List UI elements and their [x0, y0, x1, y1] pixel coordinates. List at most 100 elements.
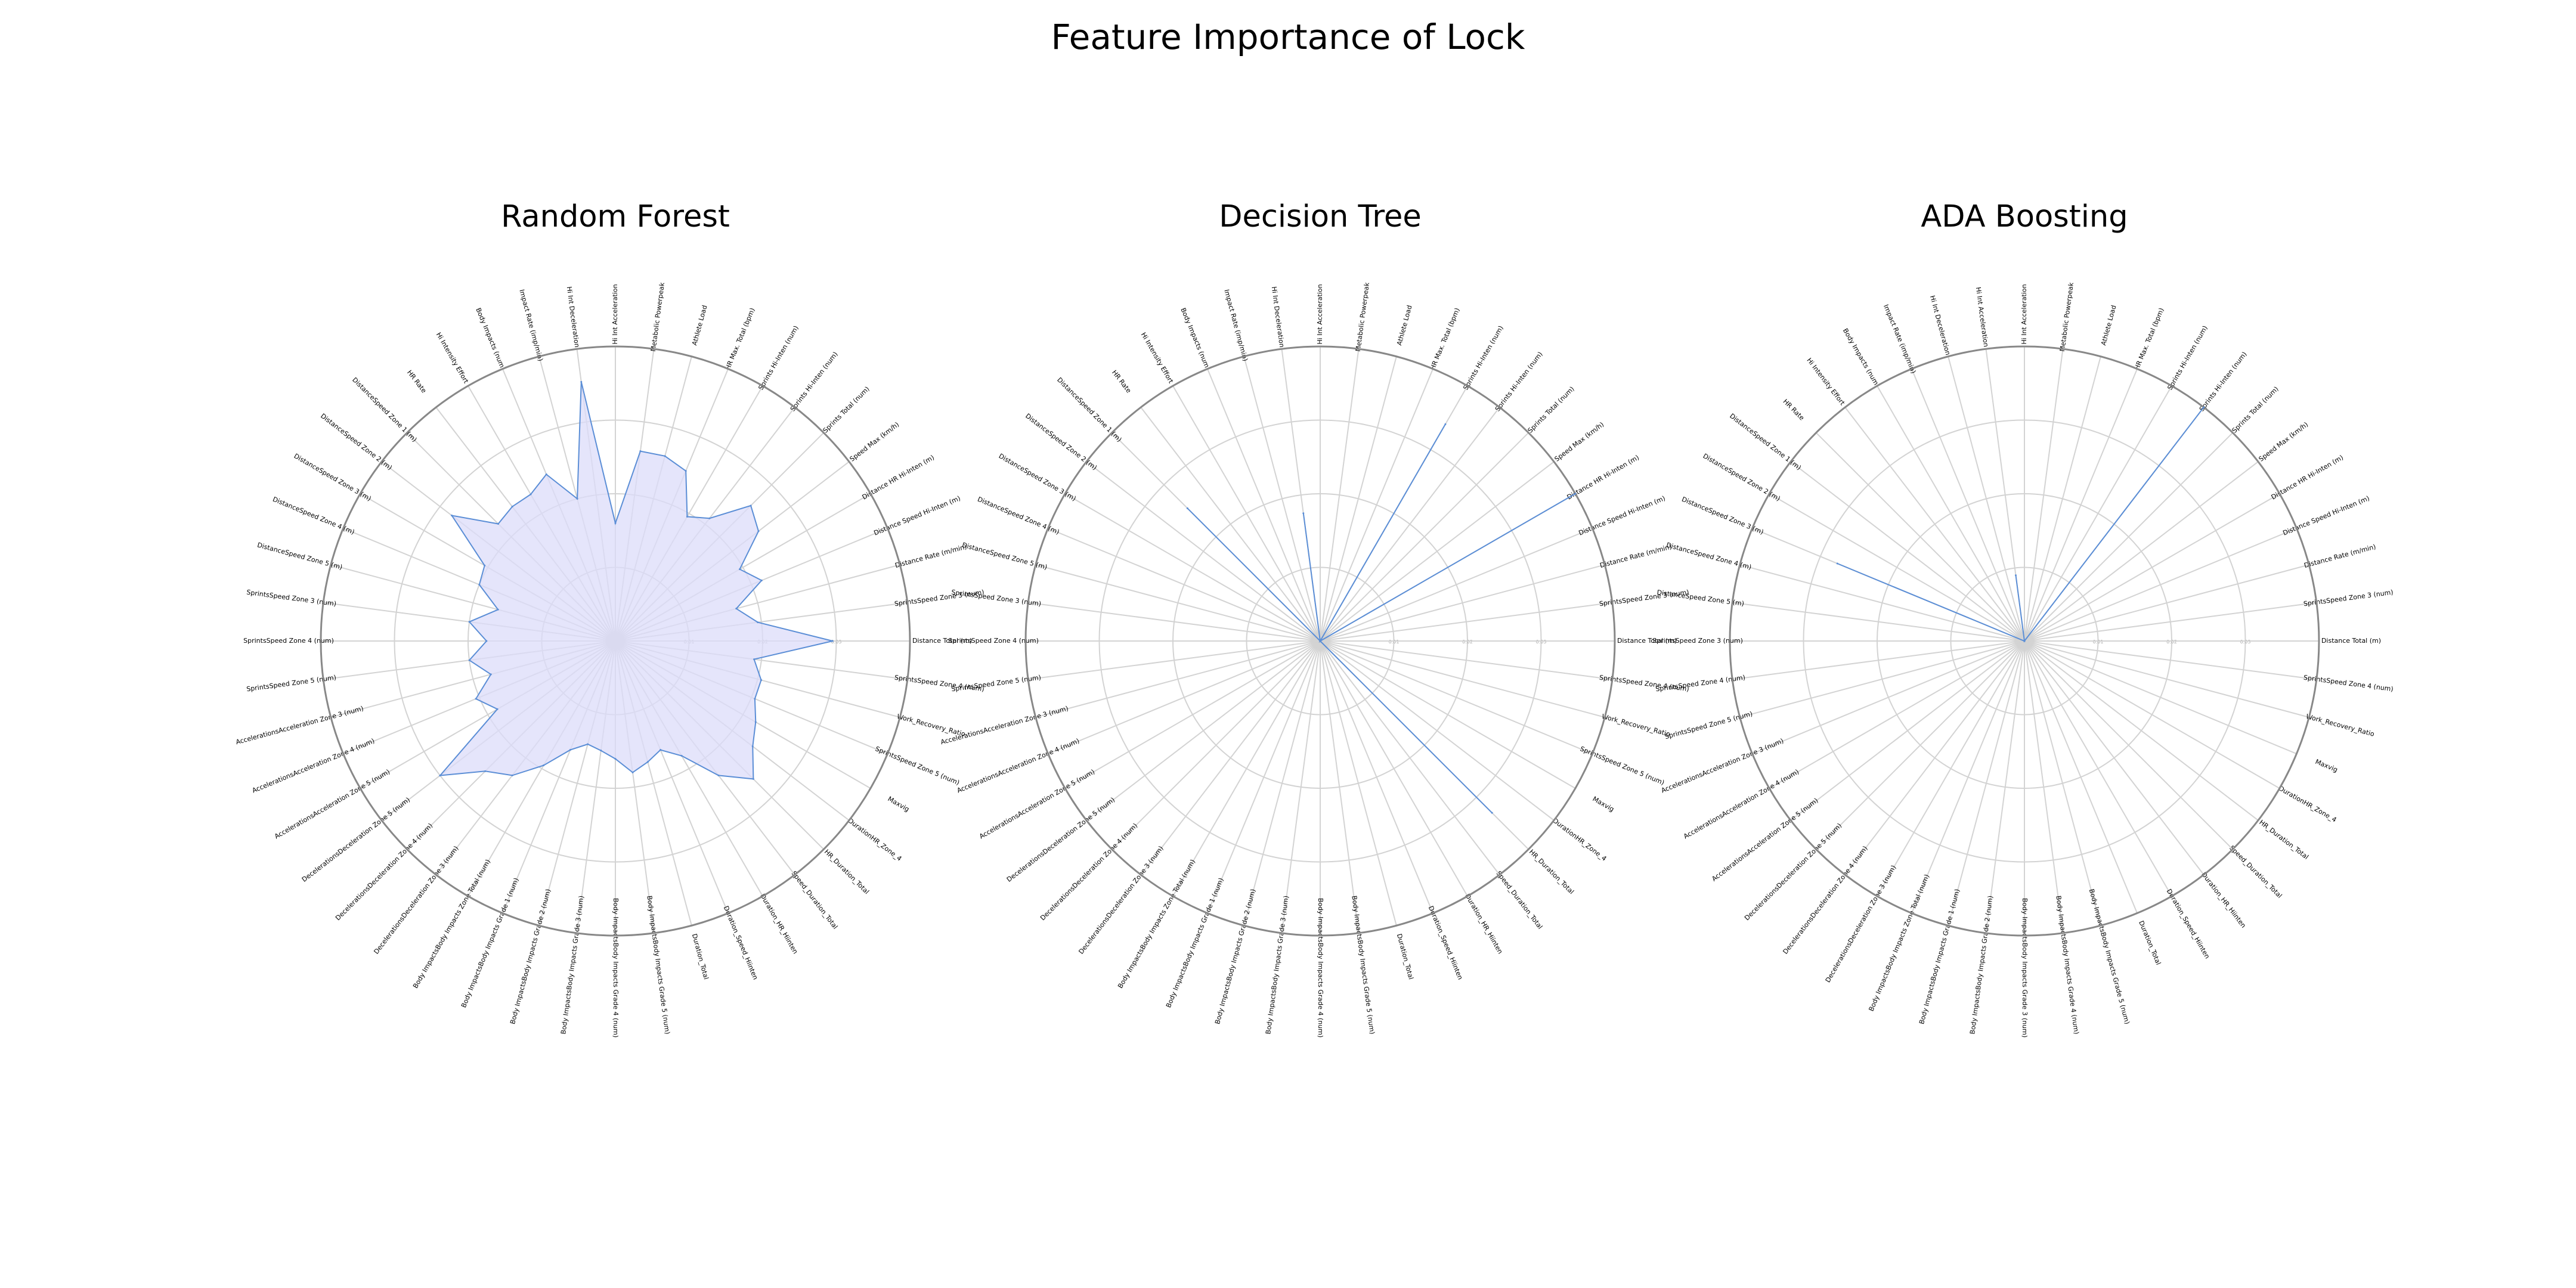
data-point: [1186, 507, 1188, 509]
category-label: DistanceSpeed Zone 1 (m): [351, 376, 418, 443]
grid-spoke: [2024, 356, 2101, 642]
category-label: Body ImpactsBody Impacts Grade 5 (num): [645, 895, 671, 1035]
grid-spoke: [1172, 640, 1321, 897]
data-point: [1491, 812, 1493, 814]
grid-spoke: [2024, 432, 2234, 642]
grid-spoke: [1320, 528, 1593, 642]
grid-spoke: [2024, 640, 2317, 680]
category-label: SprintsSpeed Zone 5 (num): [1579, 745, 1665, 787]
grid-spoke: [1320, 640, 1605, 718]
category-label: HR_Duration_Total: [823, 848, 871, 896]
category-label: Duration_Speed_Hiinten: [2165, 888, 2212, 960]
category-label: Speed_Duration_Total: [1495, 869, 1544, 930]
grid-spoke: [1815, 640, 2025, 850]
category-label: Hi Intensity Effort: [435, 331, 470, 385]
category-label: Hi Int Deceleration: [1928, 295, 1952, 356]
grid-spoke: [1911, 369, 2025, 642]
grid-spoke: [1732, 602, 2025, 642]
data-point: [680, 755, 683, 757]
grid-spoke: [1739, 640, 2025, 718]
data-point: [490, 673, 492, 676]
category-label: AccelerationsAcceleration Zone 3 (num): [940, 704, 1069, 746]
category-label: Hi Int Acceleration: [1974, 287, 1990, 348]
category-label: DistanceSpeed Zone 2 (m): [1702, 452, 1782, 503]
radial-tick-label: 0.01: [1389, 639, 1400, 645]
category-label: Sprints Hi-Inten (num): [1494, 350, 1544, 413]
category-label: Impact Rate (imp/min): [518, 289, 544, 362]
category-label: Distance Speed Hi-Inten (m): [2282, 494, 2371, 537]
category-label: SprintsSpeed Zone 5 (num): [874, 745, 961, 787]
category-label: DurationHR_Zone_4: [847, 817, 903, 863]
data-point: [2203, 406, 2205, 408]
category-label: Body ImpactsBody Impacts Grade 1 (num): [1918, 888, 1961, 1025]
category-label: Duration_Speed_Hiinten: [722, 905, 760, 981]
radar-frame: [1729, 345, 2320, 937]
category-label: Athlete Load: [1395, 304, 1414, 346]
category-label: HR Rate: [1110, 369, 1133, 395]
grid-spoke: [2024, 640, 2259, 821]
grid-spoke: [1320, 407, 1500, 642]
category-label: Athlete Load: [691, 304, 709, 346]
grid-spoke: [1064, 493, 1321, 642]
category-label: Speed Max (km/h): [1553, 420, 1606, 463]
grid-spoke: [1948, 356, 2025, 642]
grid-spoke: [2024, 640, 2297, 754]
data-point: [646, 761, 649, 763]
grid-spoke: [2024, 564, 2309, 642]
panel-title: ADA Boosting: [1921, 199, 2128, 234]
data-point: [511, 774, 513, 776]
panel-title: Decision Tree: [1219, 199, 1422, 234]
grid-spoke: [1752, 640, 2025, 754]
grid-spoke: [1048, 640, 1321, 754]
category-label: Speed_Duration_Total: [790, 869, 840, 930]
data-point: [614, 758, 617, 760]
category-label: Body ImpactsBody Impacts Grade 4 (num): [612, 898, 620, 1038]
grid-spoke: [1877, 385, 2025, 642]
category-label: Distance Speed Hi-Inten (m): [873, 494, 962, 537]
category-label: Body ImpactsBody Impacts Grade 2 (num): [1213, 888, 1257, 1025]
category-label: Distance HR Hi-Inten (m): [2270, 454, 2345, 501]
grid-spoke: [1281, 640, 1321, 933]
grid-spoke: [1320, 640, 1612, 680]
grid-spoke: [1207, 640, 1321, 914]
grid-spoke: [1140, 640, 1321, 875]
category-label: HR_Duration_Total: [2258, 818, 2310, 860]
grid-spoke: [2024, 640, 2172, 897]
category-label: Athlete Load: [2100, 304, 2118, 346]
category-label: Impact Rate (imp/min): [1222, 289, 1249, 362]
data-point: [639, 450, 642, 453]
grid-spoke: [1320, 349, 1360, 642]
category-label: Work_Recovery_Ratio: [2305, 713, 2376, 738]
data-point: [739, 568, 741, 571]
grid-spoke: [2024, 640, 2309, 718]
data-point: [497, 608, 499, 611]
grid-spoke: [1028, 640, 1321, 680]
category-label: Impact Rate (imp/min): [1882, 304, 1917, 375]
category-label: DecelerationsDeceleration Zone 5 (num): [1743, 822, 1843, 922]
radar-frame: [1024, 345, 1616, 937]
category-label: Sprints Total (num): [2231, 385, 2280, 435]
grid-spoke: [1320, 640, 1593, 754]
radial-tick-label: 0.02: [2166, 639, 2177, 645]
category-label: Sprints Total (num): [822, 385, 871, 435]
category-label: Maxvig: [887, 795, 911, 813]
grid-spoke: [1035, 640, 1321, 718]
grid-spoke: [1320, 432, 1530, 642]
category-label: Hi Int Acceleration: [1316, 284, 1324, 344]
category-label: Body ImpactsBody Impacts Grade 3 (num): [1264, 895, 1290, 1035]
data-point: [497, 523, 500, 525]
data-point: [757, 621, 759, 624]
data-point: [478, 583, 481, 586]
category-label: Speed Max (km/h): [849, 420, 901, 463]
category-label: Maxvig: [1592, 795, 1616, 813]
data-point: [1836, 562, 1838, 565]
category-label: Body ImpactsBody Impacts Grade 2 (num): [1968, 895, 1994, 1035]
category-label: Distance Total (m): [2321, 637, 2381, 645]
radial-tick-label: 0.03: [831, 639, 842, 645]
radial-tick-label: 0.03: [2240, 639, 2251, 645]
category-label: Sprints Total (num): [1527, 385, 1576, 435]
category-label: Hi Int Deceleration: [1270, 286, 1286, 348]
category-label: Metabolic Powerpeak: [649, 281, 666, 352]
grid-spoke: [1086, 461, 1321, 642]
grid-spoke: [1769, 493, 2025, 642]
